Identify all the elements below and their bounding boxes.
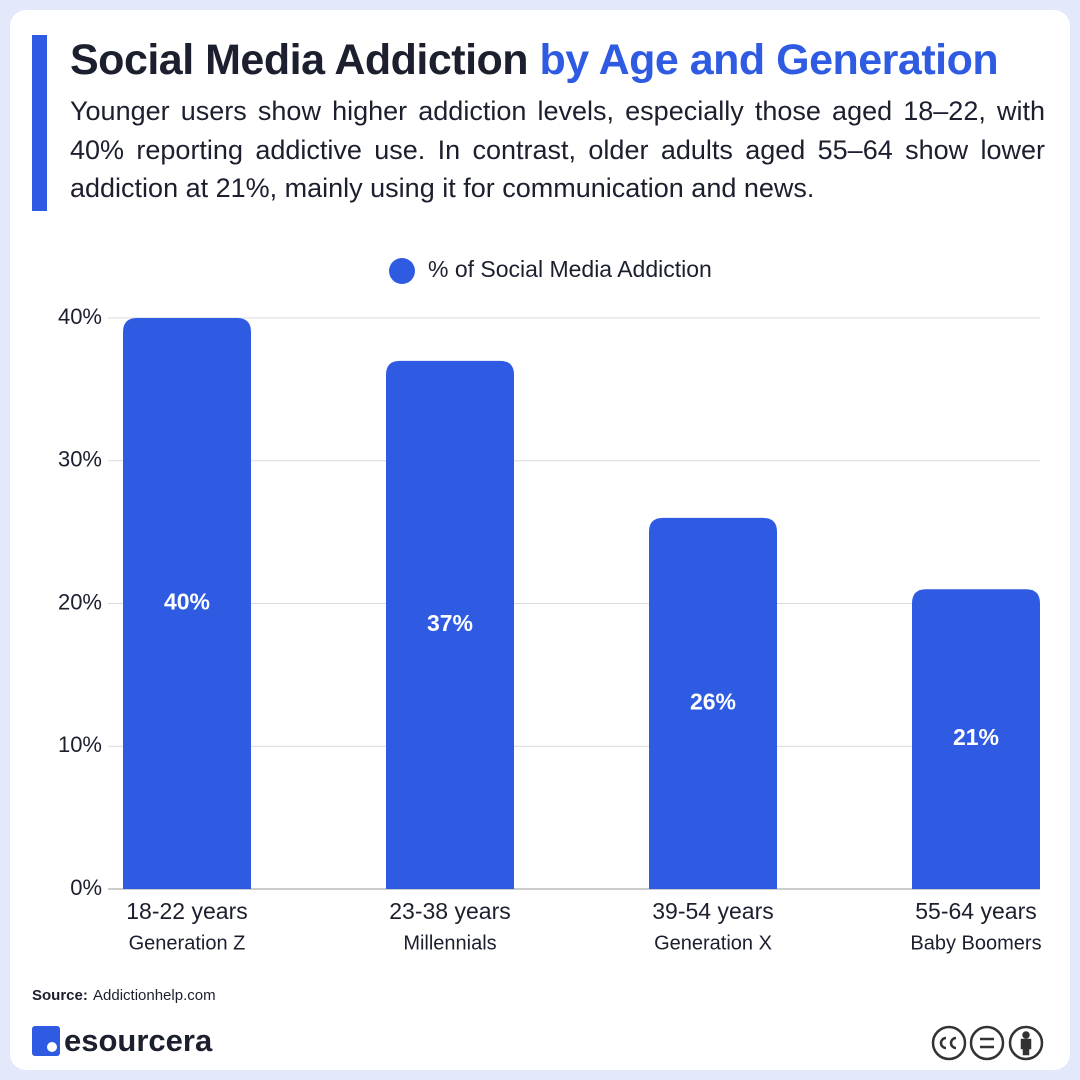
by-head bbox=[1022, 1031, 1030, 1039]
legend-label: % of Social Media Addiction bbox=[428, 256, 712, 282]
bar bbox=[649, 517, 777, 889]
cc-icon bbox=[931, 1025, 967, 1061]
value-label: 40% bbox=[164, 589, 210, 615]
logo-icon bbox=[32, 1026, 60, 1056]
y-tick-label: 30% bbox=[58, 447, 102, 472]
nd-icon bbox=[969, 1025, 1005, 1061]
x-tick-label: 55-64 years bbox=[915, 898, 1036, 924]
brand: esourcera bbox=[64, 1023, 213, 1058]
x-tick-sublabel: Generation X bbox=[654, 932, 772, 954]
cc-glyph bbox=[939, 1036, 957, 1050]
y-tick-label: 20% bbox=[58, 589, 102, 614]
y-tick-label: 0% bbox=[70, 875, 102, 900]
title: Social Media Addiction by Age and Genera… bbox=[70, 36, 999, 85]
x-tick-sublabel: Millennials bbox=[403, 932, 496, 954]
x-tick-label: 39-54 years bbox=[652, 898, 773, 924]
value-label: 37% bbox=[427, 610, 473, 636]
legend-swatch bbox=[389, 258, 415, 284]
title-main: Social Media Addiction bbox=[70, 36, 529, 84]
x-tick-sublabel: Generation Z bbox=[129, 932, 246, 954]
x-tick-label: 18-22 years bbox=[126, 898, 247, 924]
license-icons bbox=[931, 1025, 1044, 1061]
x-tick-label: 23-38 years bbox=[389, 898, 510, 924]
by-body bbox=[1020, 1038, 1032, 1056]
y-tick-label: 40% bbox=[58, 304, 102, 329]
value-label: 21% bbox=[953, 724, 999, 750]
source-label: Source: bbox=[32, 987, 88, 1004]
title-highlight: by Age and Generation bbox=[539, 36, 999, 84]
logo-dot bbox=[47, 1042, 57, 1052]
source: Addictionhelp.com bbox=[93, 987, 216, 1004]
bar bbox=[386, 360, 514, 889]
y-tick-label: 10% bbox=[58, 732, 102, 757]
brand-logo bbox=[32, 1026, 60, 1056]
x-tick-sublabel: Baby Boomers bbox=[910, 932, 1041, 954]
bar bbox=[912, 589, 1040, 889]
bar bbox=[123, 318, 251, 889]
value-label: 26% bbox=[690, 689, 736, 715]
nd-glyph bbox=[980, 1037, 994, 1049]
accent-bar bbox=[32, 35, 47, 211]
subtitle: Younger users show higher addiction leve… bbox=[70, 96, 1045, 203]
by-icon bbox=[1008, 1025, 1044, 1061]
